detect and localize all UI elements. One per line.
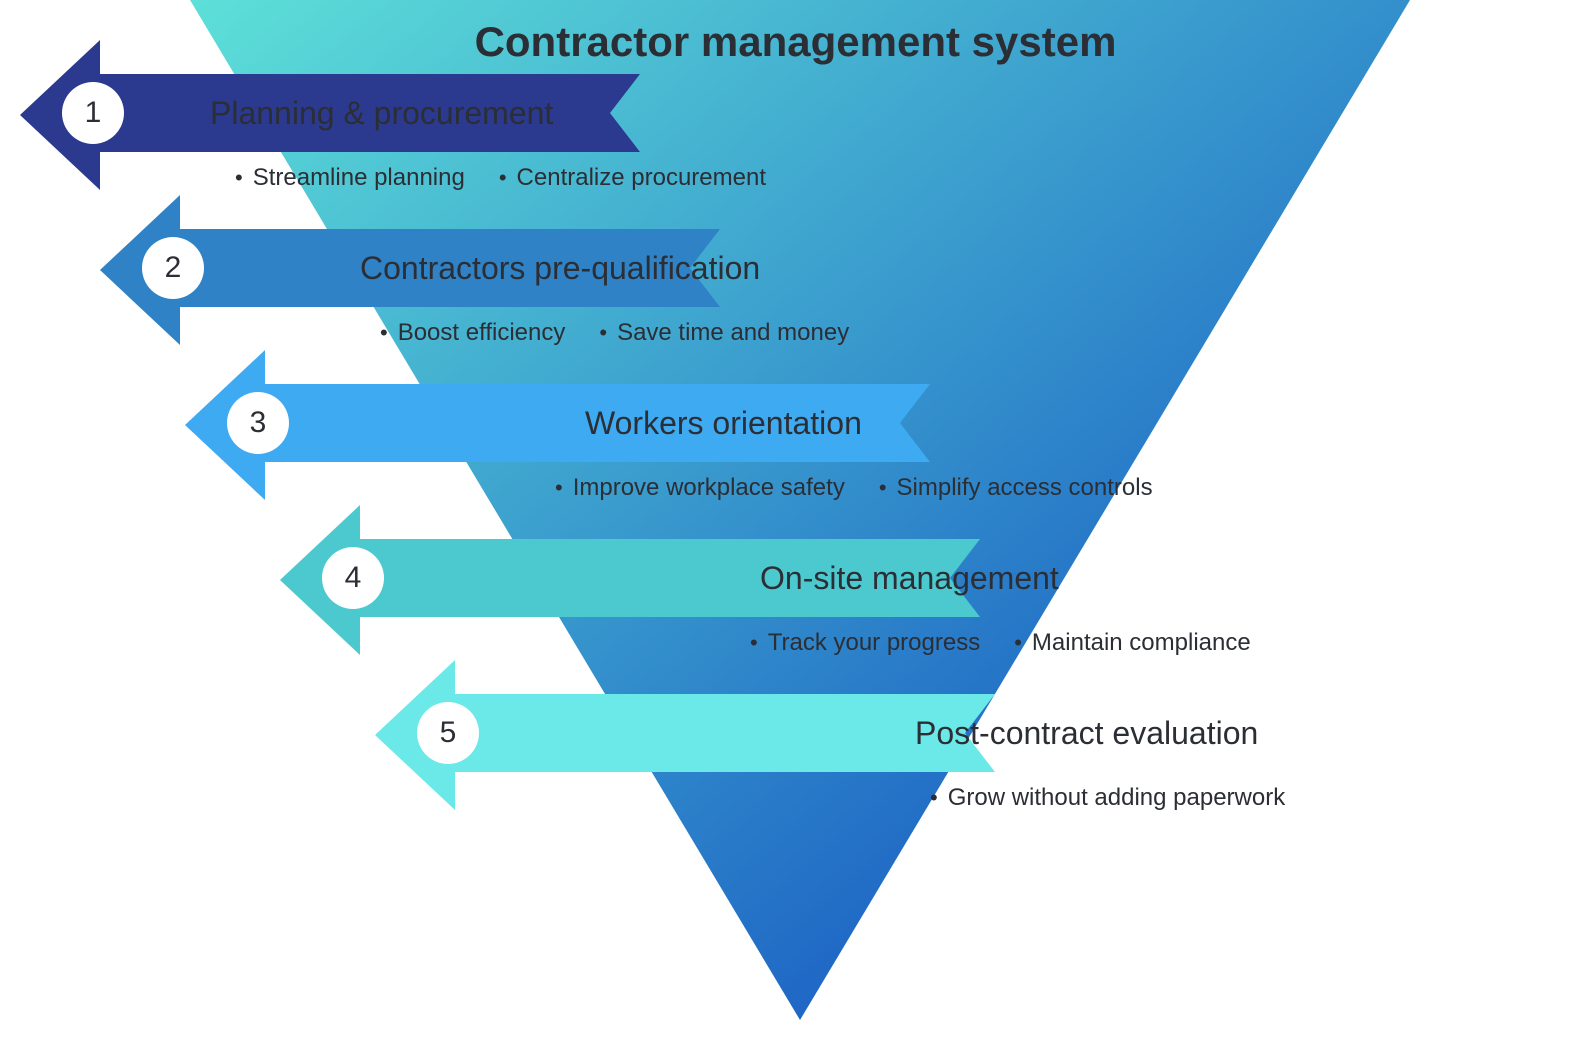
step-1: 1 Planning & procurement Streamline planni…: [20, 40, 650, 190]
step-bullets-1: Streamline planning Centralize procuremen…: [235, 156, 766, 200]
step-title-1: Planning & procurement: [210, 74, 553, 152]
step-number-badge-3: 3: [227, 392, 289, 454]
step-5: 5Post-contract evaluationGrow without ad…: [375, 660, 1005, 810]
step-3: 3 Workers orientation Improve workplace sa…: [185, 350, 940, 500]
step-5-bullet-1: Grow without adding paperwork: [930, 784, 1285, 812]
step-bullets-4: Track your progress Maintain compliance: [750, 621, 1251, 665]
step-number-badge-2: 2: [142, 237, 204, 299]
step-title-3: Workers orientation: [585, 384, 862, 462]
step-1-bullet-2: Centralize procurement: [499, 164, 766, 192]
step-2: 2Contractors pre-qualificationBoost effi…: [100, 195, 730, 345]
step-3-bullet-2: Simplify access controls: [879, 474, 1153, 502]
step-title-2: Contractors pre-qualification: [360, 229, 760, 307]
step-1-bullet-1: Streamline planning: [235, 164, 465, 192]
step-bullets-2: Boost efficiency Save time and money: [380, 311, 849, 355]
step-4-bullet-2: Maintain compliance: [1014, 629, 1250, 657]
step-2-bullet-1: Boost efficiency: [380, 319, 565, 347]
step-4: 4On-site managementTrack your progressMa…: [280, 505, 990, 655]
step-3-bullet-1: Improve workplace safety: [555, 474, 845, 502]
step-title-4: On-site management: [760, 539, 1059, 617]
step-number-badge-1: 1: [62, 82, 124, 144]
infographic-stage: Contractor management system 1Planning &…: [0, 0, 1591, 1043]
step-2-bullet-2: Save time and money: [599, 319, 849, 347]
step-title-5: Post-contract evaluation: [915, 694, 1258, 772]
step-number-badge-5: 5: [417, 702, 479, 764]
step-4-bullet-1: Track your progress: [750, 629, 980, 657]
step-number-badge-4: 4: [322, 547, 384, 609]
step-bullets-5: Grow without adding paperwork: [930, 776, 1285, 820]
step-bullets-3: Improve workplace safety Simplify access …: [555, 466, 1153, 510]
